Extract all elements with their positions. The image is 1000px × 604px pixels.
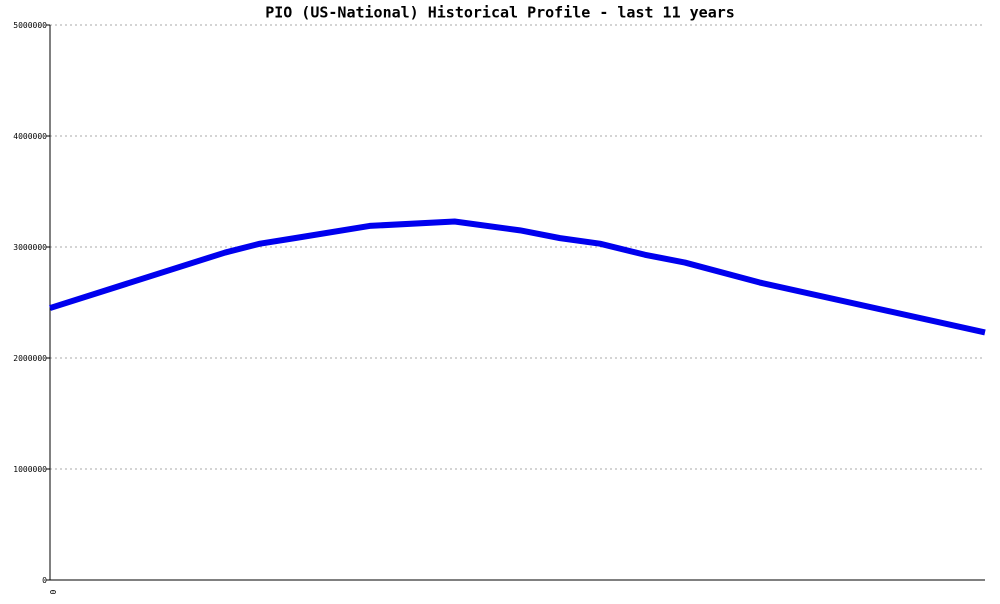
x-tick-label: 0 bbox=[48, 590, 57, 595]
data-line bbox=[49, 218, 986, 336]
y-tick-label: 4000000 bbox=[13, 132, 47, 141]
y-tick-label: 3000000 bbox=[13, 243, 47, 252]
y-tick-label: 2000000 bbox=[13, 354, 47, 363]
chart-title: PIO (US-National) Historical Profile - l… bbox=[265, 4, 735, 22]
y-tick-label: 5000000 bbox=[13, 21, 47, 30]
y-tick-label: 1000000 bbox=[13, 465, 47, 474]
y-tick-label: 0 bbox=[42, 576, 47, 585]
